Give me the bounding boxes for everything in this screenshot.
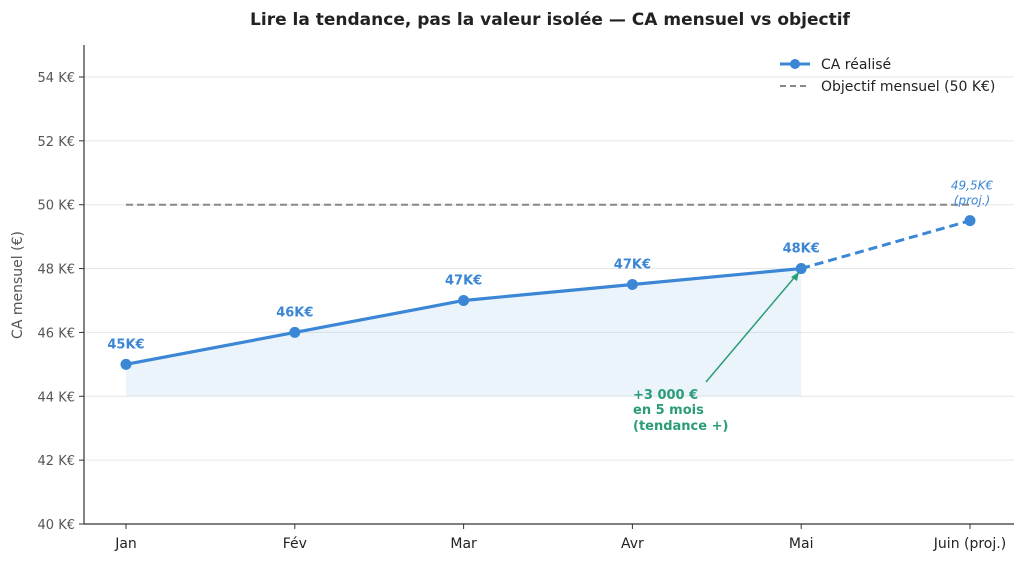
x-tick-label: Juin (proj.) [933,536,1006,552]
data-label: 48K€ [783,242,820,257]
annotation-arrow [705,271,800,383]
data-point [795,263,807,275]
x-tick-label: Mai [789,536,814,552]
chart-title: Lire la tendance, pas la valeur isolée —… [250,10,851,30]
y-tick-label: 48 K€ [38,263,75,278]
data-point [289,326,301,338]
data-label-projection: (proj.) [954,194,990,208]
data-point [964,215,976,227]
data-label: 46K€ [276,305,313,320]
area-fill [126,268,802,397]
legend-marker-ca [790,59,800,69]
y-tick-label: 44 K€ [38,390,75,405]
data-label: 47K€ [445,273,482,288]
y-tick-label: 42 K€ [38,454,75,469]
data-label: 47K€ [614,258,651,273]
legend-label-ca: CA réalisé [821,57,891,73]
y-tick-label: 54 K€ [38,71,75,86]
y-tick-label: 40 K€ [38,518,75,533]
y-tick-label: 50 K€ [38,199,75,214]
data-point [120,358,132,370]
data-point [458,294,470,306]
data-label: 45K€ [107,337,144,352]
data-label-projection: 49,5K€ [951,179,994,193]
y-axis-label: CA mensuel (€) [10,231,26,339]
projection-line [800,219,971,271]
x-tick-label: Fév [283,536,307,552]
data-point [626,279,638,291]
legend: CA réalisé Objectif mensuel (50 K€) [780,57,995,95]
annotation-line-1: +3 000 € [633,388,698,403]
legend-label-objectif: Objectif mensuel (50 K€) [821,79,995,95]
x-tick-label: Jan [114,536,137,552]
x-tick-label: Mar [450,536,477,552]
annotation-arrowhead [791,272,799,281]
x-tick-label: Avr [621,536,644,552]
annotation-line-3: (tendance +) [633,419,728,434]
annotation: +3 000 € en 5 mois (tendance +) [633,271,800,434]
y-tick-label: 52 K€ [38,135,75,150]
y-tick-label: 46 K€ [38,326,75,341]
annotation-line-2: en 5 mois [633,403,704,418]
